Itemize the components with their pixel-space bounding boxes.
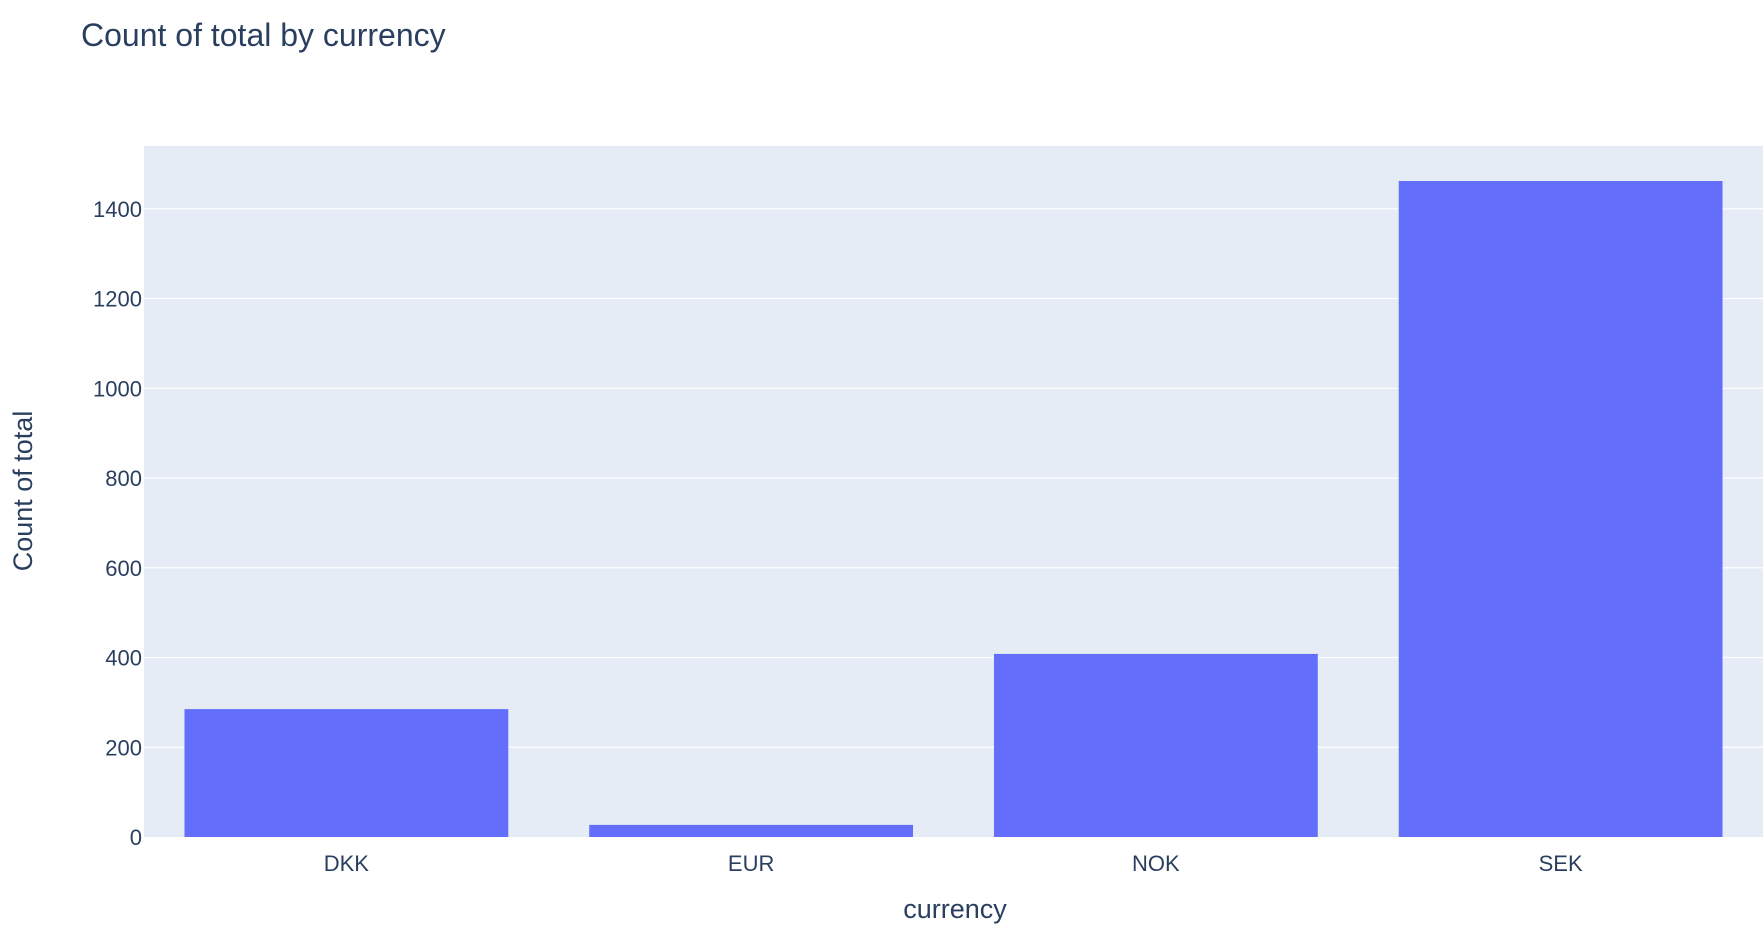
bar-dkk [184,709,509,837]
bar-sek [1398,180,1723,837]
y-tick-label: 800 [105,466,142,491]
y-tick-label: 1200 [93,287,142,312]
y-tick-label: 1000 [93,376,142,401]
x-tick-label: NOK [1132,851,1180,876]
bar-nok [993,653,1318,837]
y-tick-label: 600 [105,556,142,581]
y-axis-ticks: 0 200 400 600 800 1000 1200 1400 [93,197,142,850]
x-tick-label: EUR [728,851,774,876]
y-tick-label: 200 [105,735,142,760]
x-axis-title: currency [903,894,1007,924]
bars [184,180,1723,837]
bar-eur [589,824,914,837]
y-tick-label: 400 [105,646,142,671]
y-axis-title: Count of total [8,411,38,572]
x-tick-label: SEK [1539,851,1583,876]
x-axis-ticks: DKK EUR NOK SEK [324,851,1583,876]
y-tick-label: 0 [130,825,142,850]
x-tick-label: DKK [324,851,370,876]
y-tick-label: 1400 [93,197,142,222]
chart-title: Count of total by currency [81,17,446,53]
